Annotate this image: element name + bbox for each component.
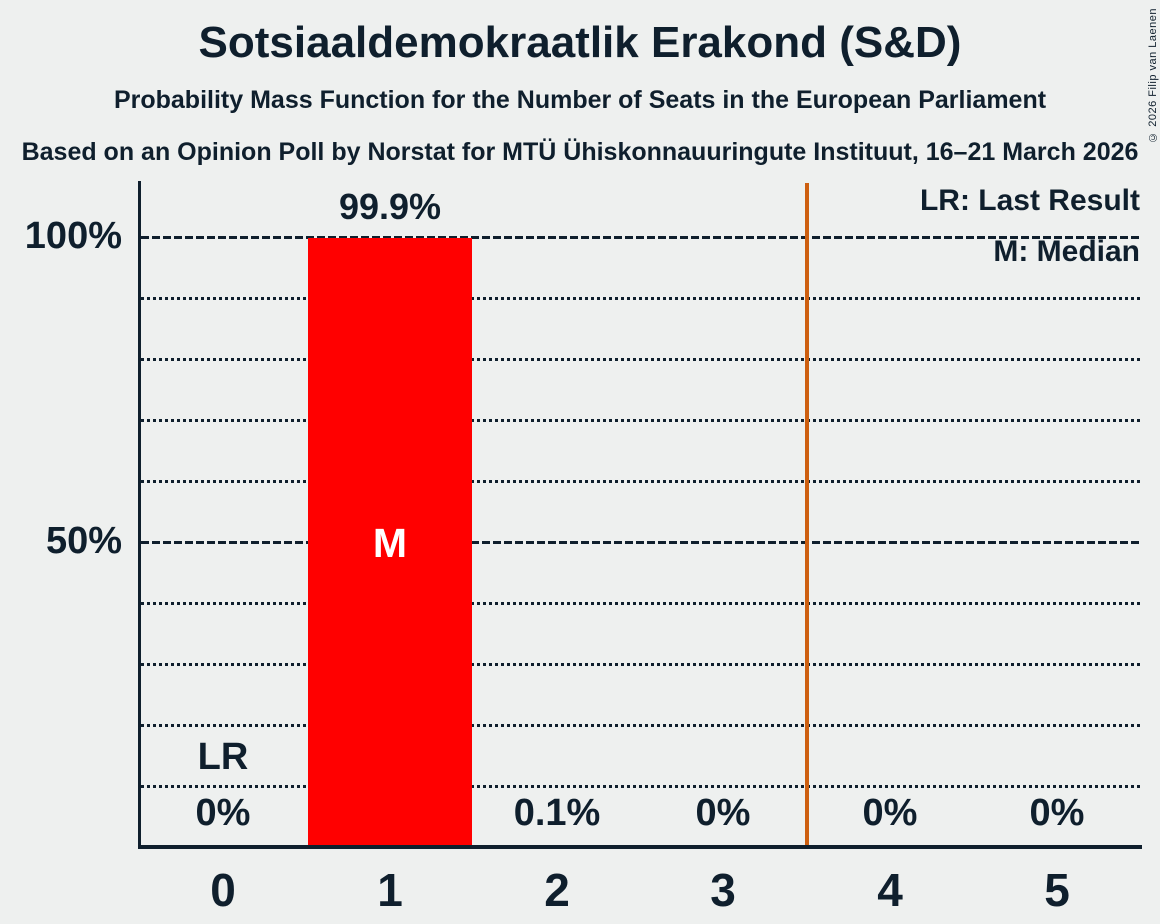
bar-value-label: 99.9% xyxy=(338,186,442,227)
x-tick-label: 1 xyxy=(377,864,403,916)
legend-median: M: Median xyxy=(993,235,1140,268)
gridline-minor-80pct xyxy=(141,358,1140,361)
value-label: 0% xyxy=(862,792,918,834)
gridline-major-100pct xyxy=(141,236,1140,239)
x-tick-label: 0 xyxy=(210,864,236,916)
gridline-minor-90pct xyxy=(141,297,1140,300)
value-label: 0.1% xyxy=(513,792,601,834)
gridline-minor-20pct xyxy=(141,724,1140,727)
gridline-minor-30pct xyxy=(141,663,1140,666)
x-tick-label: 3 xyxy=(710,864,736,916)
chart-subtitle: Probability Mass Function for the Number… xyxy=(113,86,1047,114)
source-note: Based on an Opinion Poll by Norstat for … xyxy=(21,138,1139,166)
value-label: 0% xyxy=(695,792,751,834)
bar-seat-1 xyxy=(308,238,472,847)
vertical-reference-line xyxy=(805,183,809,847)
value-label: 0% xyxy=(195,792,251,834)
value-label: 0% xyxy=(1029,792,1085,834)
y-tick-50: 50% xyxy=(45,520,122,562)
copyright-note: © 2026 Filip van Laenen xyxy=(1147,8,1159,143)
x-axis-line xyxy=(138,845,1142,849)
x-tick-label: 4 xyxy=(877,864,903,916)
gridline-minor-10pct xyxy=(141,785,1140,788)
y-tick-100: 100% xyxy=(24,215,122,257)
gridline-minor-40pct xyxy=(141,602,1140,605)
x-tick-label: 2 xyxy=(544,864,570,916)
x-tick-label: 5 xyxy=(1044,864,1070,916)
gridline-minor-70pct xyxy=(141,419,1140,422)
last-result-label: LR xyxy=(197,736,249,778)
legend-last-result: LR: Last Result xyxy=(919,184,1140,217)
y-axis-line xyxy=(138,181,141,849)
chart-title: Sotsiaaldemokraatlik Erakond (S&D) xyxy=(198,18,962,67)
median-label: M xyxy=(372,520,408,566)
gridline-minor-60pct xyxy=(141,480,1140,483)
gridline-major-50pct xyxy=(141,541,1140,544)
